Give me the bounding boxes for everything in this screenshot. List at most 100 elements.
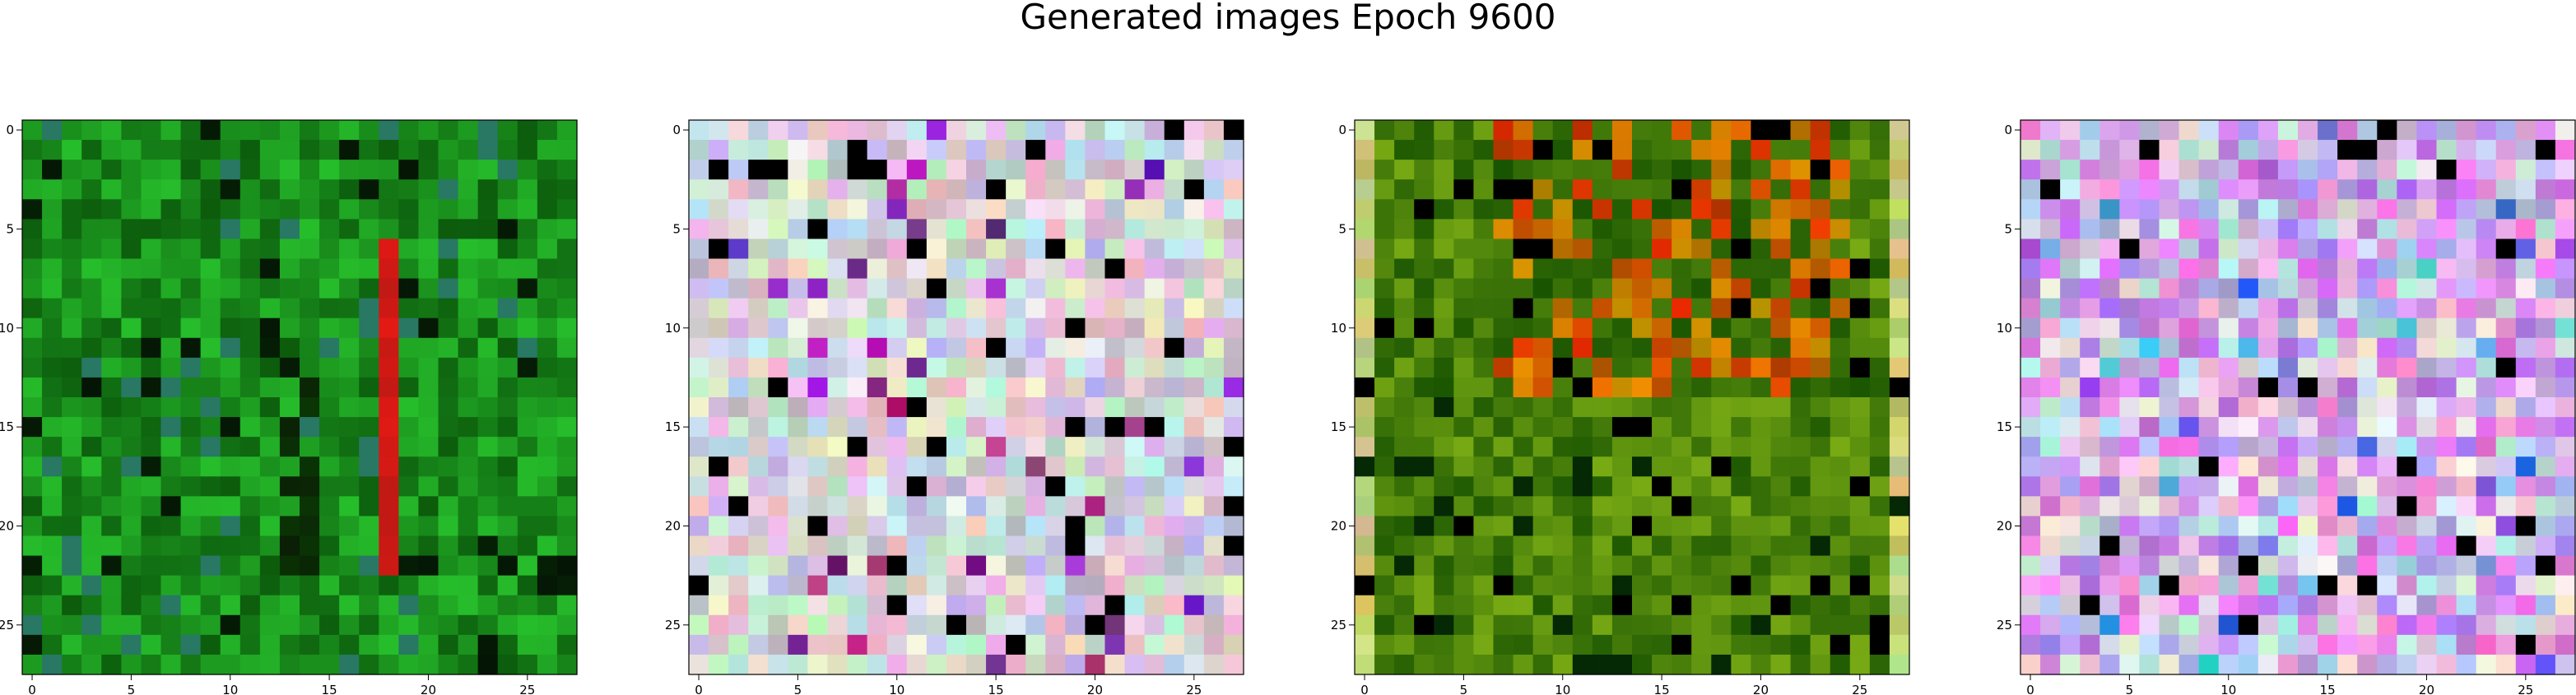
pixel bbox=[319, 614, 340, 636]
pixel bbox=[966, 437, 987, 457]
pixel bbox=[2397, 160, 2418, 180]
pixel bbox=[22, 516, 43, 537]
pixel bbox=[42, 496, 63, 517]
pixel bbox=[2337, 456, 2358, 477]
pixel bbox=[300, 199, 320, 220]
y-tick-label: 10 bbox=[1331, 321, 1346, 336]
pixel bbox=[279, 614, 300, 636]
pixel bbox=[1770, 654, 1792, 675]
pixel bbox=[438, 476, 459, 497]
pixel bbox=[1025, 278, 1046, 299]
pixel bbox=[141, 140, 162, 160]
x-tick-label: 15 bbox=[988, 683, 1004, 695]
pixel bbox=[1355, 614, 1375, 636]
pixel bbox=[1672, 417, 1692, 438]
pixel bbox=[1751, 476, 1772, 497]
pixel bbox=[359, 317, 379, 339]
pixel bbox=[2416, 258, 2438, 280]
pixel bbox=[300, 179, 320, 200]
pixel bbox=[2377, 575, 2397, 596]
pixel bbox=[1453, 140, 1475, 160]
pixel bbox=[1572, 278, 1593, 299]
pixel bbox=[827, 377, 849, 398]
pixel bbox=[2357, 516, 2378, 537]
pixel bbox=[1632, 140, 1653, 160]
pixel bbox=[141, 179, 162, 200]
pixel bbox=[709, 437, 729, 457]
pixel bbox=[1513, 575, 1534, 596]
pixel bbox=[2277, 239, 2299, 260]
pixel bbox=[1414, 417, 1434, 438]
pixel bbox=[1513, 298, 1534, 319]
pixel bbox=[748, 258, 769, 280]
pixel bbox=[2040, 179, 2061, 200]
pixel bbox=[1414, 377, 1434, 398]
pixel bbox=[1672, 140, 1692, 160]
pixel bbox=[180, 278, 202, 299]
pixel bbox=[1751, 258, 1772, 280]
pixel bbox=[807, 239, 829, 260]
y-tick-label: 25 bbox=[1997, 618, 2012, 632]
pixel bbox=[728, 160, 749, 180]
pixel bbox=[867, 496, 888, 517]
pixel bbox=[886, 120, 908, 141]
pixel bbox=[2277, 496, 2299, 517]
pixel bbox=[42, 337, 63, 359]
pixel bbox=[339, 397, 360, 418]
pixel bbox=[1394, 634, 1415, 656]
pixel bbox=[537, 219, 558, 240]
pixel bbox=[2436, 634, 2457, 656]
pixel bbox=[1065, 417, 1086, 438]
pixel bbox=[1164, 595, 1185, 616]
pixel bbox=[1731, 317, 1752, 339]
pixel bbox=[867, 476, 888, 497]
pixel bbox=[2495, 120, 2517, 141]
pixel bbox=[2377, 120, 2397, 141]
pixel bbox=[2159, 357, 2180, 378]
pixel bbox=[1453, 456, 1475, 477]
pixel bbox=[62, 239, 82, 260]
pixel bbox=[1552, 160, 1574, 180]
pixel bbox=[537, 437, 558, 457]
pixel bbox=[886, 219, 908, 240]
pixel bbox=[42, 516, 63, 537]
pixel bbox=[886, 595, 908, 616]
pixel bbox=[300, 516, 320, 537]
pixel bbox=[1414, 317, 1434, 339]
pixel bbox=[2119, 575, 2141, 596]
pixel bbox=[259, 278, 281, 299]
pixel bbox=[398, 239, 420, 260]
pixel bbox=[359, 377, 379, 398]
pixel bbox=[1493, 219, 1514, 240]
pixel bbox=[319, 179, 340, 200]
pixel bbox=[2535, 437, 2556, 457]
pixel bbox=[788, 397, 809, 418]
pixel bbox=[418, 239, 439, 260]
pixel bbox=[1473, 595, 1495, 616]
x-tick-label: 0 bbox=[695, 683, 703, 695]
pixel bbox=[2298, 595, 2318, 616]
pixel bbox=[1203, 199, 1225, 220]
pixel bbox=[556, 120, 578, 141]
pixel bbox=[180, 516, 202, 537]
pixel bbox=[2337, 417, 2358, 438]
pixel bbox=[359, 516, 379, 537]
pixel bbox=[689, 160, 709, 180]
pixel bbox=[1473, 516, 1495, 537]
pixel bbox=[1493, 535, 1514, 557]
pixel bbox=[2397, 179, 2418, 200]
pixel bbox=[556, 456, 578, 477]
pixel bbox=[1104, 219, 1126, 240]
pixel bbox=[1065, 278, 1086, 299]
pixel bbox=[556, 357, 578, 378]
pixel bbox=[1889, 317, 1910, 339]
pixel bbox=[300, 120, 320, 141]
pixel bbox=[1552, 377, 1574, 398]
pixel bbox=[2218, 634, 2239, 656]
pixel bbox=[2318, 456, 2338, 477]
pixel bbox=[1144, 199, 1165, 220]
pixel bbox=[906, 575, 928, 596]
pixel bbox=[2397, 397, 2418, 418]
pixel bbox=[279, 595, 300, 616]
pixel bbox=[1652, 397, 1672, 418]
